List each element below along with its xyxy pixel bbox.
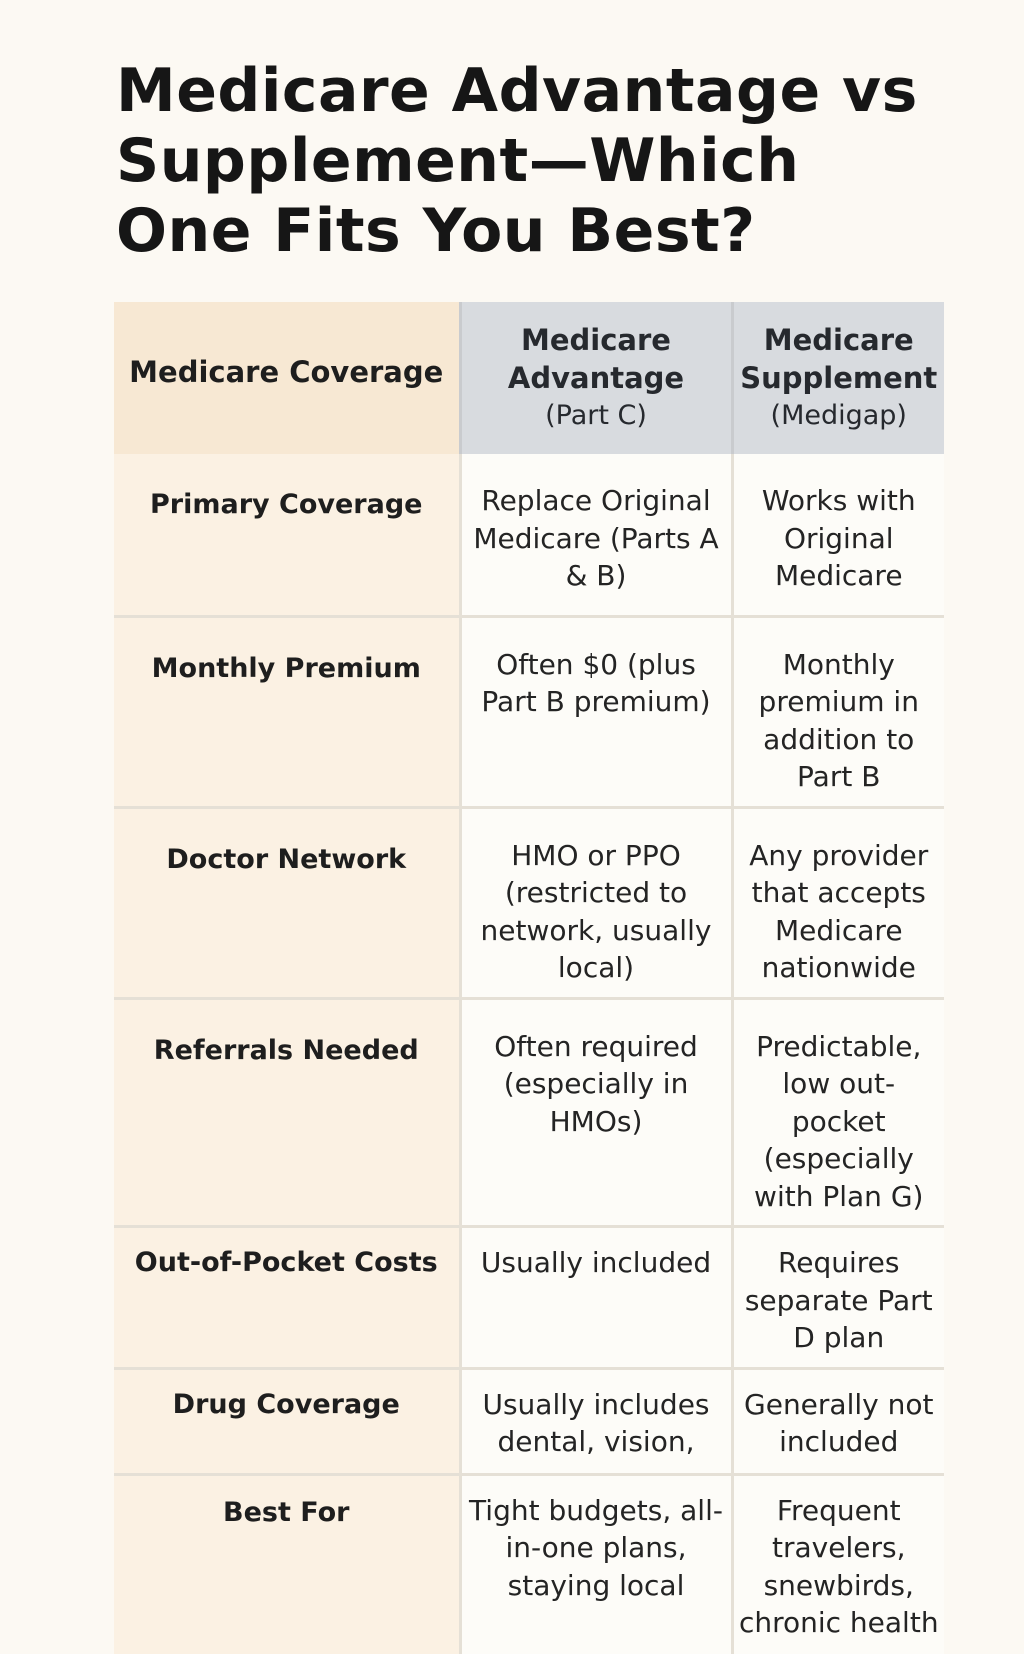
- table-row: Best For Tight budgets, all-in-one plans…: [114, 1474, 944, 1654]
- header-advantage-label: Medicare Advantage: [507, 323, 685, 395]
- advantage-cell: HMO or PPO (restricted to network, usual…: [458, 807, 732, 998]
- row-label: Drug Coverage: [114, 1368, 460, 1474]
- header-supplement-sublabel: (Medigap): [770, 400, 907, 431]
- header-advantage-sublabel: (Part C): [545, 400, 647, 431]
- supplement-cell: Requires separate Part D plan: [730, 1226, 944, 1368]
- header-supplement: Medicare Supplement (Medigap): [730, 302, 944, 454]
- row-label: Out-of-Pocket Costs: [114, 1226, 460, 1368]
- supplement-cell: Monthly premium in addition to Part B: [730, 616, 944, 807]
- supplement-cell: Works with Original Medicare: [730, 454, 944, 616]
- table-row: Doctor Network HMO or PPO (restricted to…: [114, 807, 944, 998]
- header-supplement-label: Medicare Supplement: [740, 323, 938, 395]
- table-row: Drug Coverage Usually includes dental, v…: [114, 1368, 944, 1474]
- supplement-cell: Frequent travelers, snewbirds, chronic h…: [730, 1474, 944, 1654]
- advantage-cell: Usually includes dental, vision,: [458, 1368, 732, 1474]
- header-row: Medicare Coverage Medicare Advantage (Pa…: [114, 302, 944, 454]
- advantage-cell: Often required (especially in HMOs): [458, 998, 732, 1227]
- row-label: Monthly Premium: [114, 616, 460, 807]
- header-advantage: Medicare Advantage (Part C): [458, 302, 732, 454]
- header-coverage: Medicare Coverage: [114, 302, 460, 454]
- row-label: Best For: [114, 1474, 460, 1654]
- supplement-cell: Predictable, low out-pocket (especially …: [730, 998, 944, 1227]
- advantage-cell: Often $0 (plus Part B premium): [458, 616, 732, 807]
- supplement-cell: Any provider that accepts Medicare natio…: [730, 807, 944, 998]
- comparison-table: Medicare Coverage Medicare Advantage (Pa…: [114, 302, 944, 1654]
- advantage-cell: Usually included: [458, 1226, 732, 1368]
- row-label: Primary Coverage: [114, 454, 460, 616]
- advantage-cell: Tight budgets, all-in-one plans, staying…: [458, 1474, 732, 1654]
- header-coverage-label: Medicare Coverage: [129, 355, 444, 389]
- page-title: Medicare Advantage vs Supplement—Which O…: [116, 56, 918, 266]
- advantage-cell: Replace Original Medicare (Parts A & B): [458, 454, 732, 616]
- table-row: Primary Coverage Replace Original Medica…: [114, 454, 944, 616]
- row-label: Referrals Needed: [114, 998, 460, 1227]
- row-label: Doctor Network: [114, 807, 460, 998]
- supplement-cell: Generally not included: [730, 1368, 944, 1474]
- table-row: Referrals Needed Often required (especia…: [114, 998, 944, 1227]
- table-row: Monthly Premium Often $0 (plus Part B pr…: [114, 616, 944, 807]
- table-row: Out-of-Pocket Costs Usually included Req…: [114, 1226, 944, 1368]
